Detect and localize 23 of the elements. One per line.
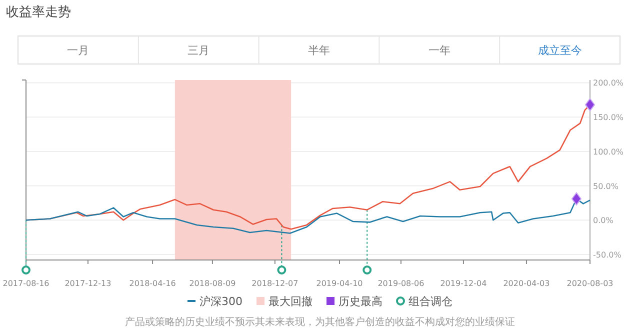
x-tick-label: 2018-12-07 [252, 279, 298, 288]
x-tick-label: 2018-08-09 [189, 279, 236, 288]
text: 产品或策略的历史业绩不预示其未来表现，为其他客户创造的收益不构成对您的业绩保证 [125, 316, 515, 328]
legend-label: 组合调仓 [408, 295, 452, 308]
legend-label: 历史最高 [338, 295, 382, 308]
x-tick-label: 2017-12-13 [64, 279, 112, 288]
y-tick-label: 150.0% [593, 113, 624, 122]
x-tick-label: 2017-08-16 [2, 279, 50, 288]
x-tick-label: 2019-04-10 [316, 279, 363, 288]
y-tick-label: 0.0% [593, 216, 614, 226]
legend-label: 最大回撤 [268, 295, 312, 308]
chart-title: 收益率走势 [6, 4, 71, 20]
legend-label: 沪深300 [200, 295, 242, 308]
y-tick-label: -50.0% [593, 250, 622, 260]
y-tick-label: 200.0% [593, 78, 624, 88]
y-tick-label: 100.0% [593, 147, 624, 156]
x-tick-label: 2020-08-03 [566, 279, 614, 288]
tabs: 一月 三月 半年 一年 成立至今 [18, 36, 620, 64]
x-tick-label: 2019-12-04 [440, 279, 487, 288]
x-tick-label: 2020-04-03 [503, 279, 550, 288]
x-tick-label: 2019-08-06 [378, 279, 424, 288]
x-tick-label: 2018-04-16 [129, 279, 176, 288]
y-tick-label: 50.0% [593, 182, 619, 191]
